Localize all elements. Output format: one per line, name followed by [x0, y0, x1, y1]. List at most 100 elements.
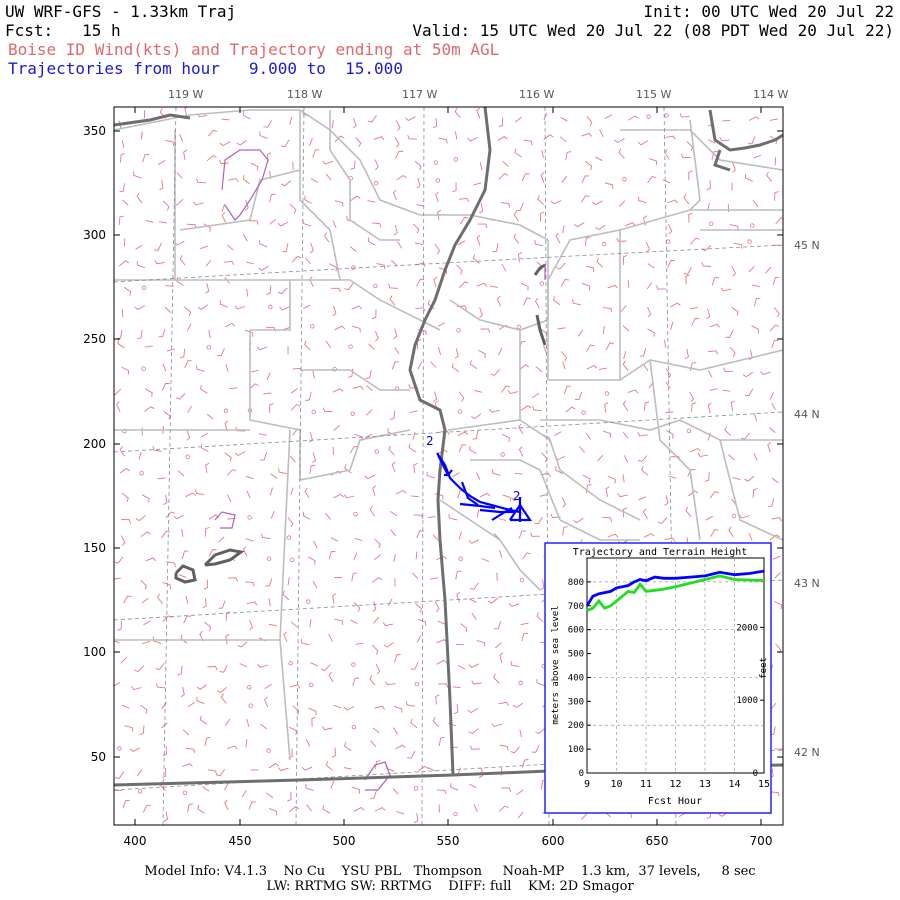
- calm-wind-marker: [413, 786, 419, 791]
- wind-barb: [221, 203, 226, 212]
- wind-barb: [161, 382, 170, 391]
- x-axis: 400 450 500 550 600 650 700: [124, 107, 772, 848]
- wind-barb: [768, 498, 775, 508]
- wind-barb: [521, 552, 531, 560]
- wind-barb: [289, 806, 300, 813]
- wind-barb: [771, 517, 782, 522]
- wind-barb: [685, 274, 690, 285]
- wind-barb: [557, 327, 566, 330]
- wind-barb: [350, 619, 358, 625]
- calm-wind-marker: [664, 113, 669, 118]
- wind-barb: [534, 239, 544, 247]
- wind-barb: [410, 661, 419, 670]
- wind-barb: [204, 736, 211, 747]
- wind-barb: [155, 662, 165, 671]
- wind-barb: [561, 497, 567, 508]
- wind-barb: [706, 308, 711, 320]
- wind-barb: [492, 243, 499, 253]
- wind-barb: [183, 149, 188, 161]
- wind-barb: [351, 305, 363, 310]
- wind-barb: [579, 446, 585, 453]
- wind-barb: [436, 789, 447, 795]
- wind-barb: [397, 241, 403, 249]
- wind-barb: [532, 405, 542, 412]
- wind-barb: [572, 299, 582, 306]
- wind-barb: [413, 514, 424, 520]
- wind-barb: [667, 259, 676, 268]
- wind-barb: [393, 328, 398, 339]
- wind-barb: [491, 469, 501, 476]
- wind-barb: [134, 305, 146, 310]
- wind-barb: [322, 805, 331, 814]
- wind-barb: [581, 175, 590, 184]
- wind-barb: [452, 686, 461, 689]
- wind-barb: [637, 140, 649, 146]
- calm-wind-marker: [266, 556, 272, 561]
- wind-barb: [683, 193, 690, 205]
- wind-barb: [753, 453, 758, 461]
- lon-label: 116 W: [519, 88, 554, 101]
- wind-barb: [416, 635, 422, 643]
- wind-barb: [249, 619, 254, 631]
- calm-wind-marker: [185, 454, 190, 460]
- wind-barb: [664, 495, 669, 506]
- wind-barb: [436, 555, 447, 561]
- wind-barb: [468, 728, 479, 735]
- calm-wind-marker: [539, 281, 544, 286]
- calm-wind-marker: [373, 181, 379, 186]
- wind-barb: [225, 363, 229, 372]
- wind-barb: [351, 786, 361, 794]
- wind-barb: [667, 199, 679, 204]
- wind-barb: [584, 161, 593, 171]
- wind-barb: [729, 346, 736, 357]
- x-tick-label: 600: [542, 834, 565, 848]
- wind-barb: [622, 431, 629, 439]
- wind-barb: [278, 468, 288, 475]
- wind-barb: [738, 514, 750, 519]
- wind-barb: [560, 279, 570, 287]
- wind-barb: [182, 763, 193, 768]
- lon-label: 117 W: [402, 88, 437, 101]
- inset-frame: [544, 542, 772, 814]
- wind-barb: [162, 200, 170, 211]
- calm-wind-marker: [433, 160, 439, 165]
- wind-barb: [390, 511, 398, 517]
- wind-barb: [458, 391, 465, 402]
- wind-barb: [300, 638, 310, 646]
- calm-wind-marker: [374, 449, 380, 454]
- wind-barb: [433, 276, 438, 288]
- wind-barb: [152, 445, 162, 452]
- wind-barb: [769, 534, 780, 541]
- wind-barb: [705, 515, 714, 521]
- wind-barb: [114, 556, 124, 564]
- wind-barb: [161, 702, 167, 709]
- wind-barb: [437, 322, 445, 327]
- wind-barb: [753, 297, 761, 307]
- wind-barb: [331, 120, 334, 129]
- wind-barb: [670, 302, 681, 308]
- wind-barb: [239, 663, 248, 668]
- wind-barb: [242, 174, 250, 185]
- wind-barb: [157, 477, 166, 480]
- wind-barb: [520, 282, 529, 291]
- wind-barb: [143, 620, 151, 626]
- wind-barb: [433, 118, 438, 129]
- wind-barb: [114, 640, 120, 644]
- wind-barb: [393, 727, 398, 735]
- wind-barb: [729, 224, 739, 231]
- wind-barb: [521, 759, 529, 768]
- wind-barb: [404, 116, 416, 121]
- wind-barb: [244, 329, 254, 337]
- wind-barb: [592, 200, 603, 206]
- wind-barb: [368, 343, 375, 350]
- wind-barb: [374, 538, 381, 549]
- wind-barb: [200, 384, 208, 394]
- wind-barb: [277, 287, 288, 295]
- wind-barb: [268, 598, 271, 607]
- inset-y-tick-label: 600: [568, 626, 584, 636]
- trajectory-subtitle: Trajectories from hour 9.000 to 15.000: [8, 59, 403, 78]
- wind-barb: [351, 572, 358, 582]
- wind-barb: [437, 209, 442, 221]
- wind-barb: [289, 203, 297, 214]
- calm-wind-marker: [206, 345, 212, 350]
